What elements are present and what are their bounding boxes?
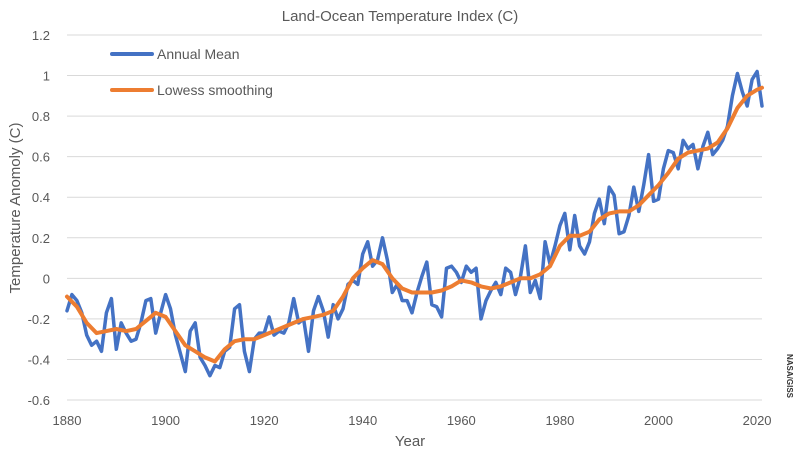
x-axis-title: Year — [395, 433, 425, 450]
x-tick-label: 2000 — [644, 413, 673, 428]
y-tick-label: 1.2 — [32, 28, 50, 43]
y-tick-label: 0.8 — [32, 109, 50, 124]
x-tick-labels: 1880 1900 1920 1940 1960 1980 2000 2020 — [53, 413, 772, 428]
y-tick-label: 0 — [43, 271, 50, 286]
x-tick-label: 1980 — [545, 413, 574, 428]
y-tick-label: 0.2 — [32, 231, 50, 246]
y-tick-label: 0.6 — [32, 150, 50, 165]
y-tick-label: -0.6 — [28, 393, 50, 408]
legend-label-annual-mean: Annual Mean — [157, 46, 240, 62]
x-tick-label: 2020 — [743, 413, 772, 428]
y-axis-title: Temperature Anomoly (C) — [7, 123, 24, 294]
x-tick-label: 1940 — [348, 413, 377, 428]
y-tick-label: -0.4 — [28, 352, 50, 367]
y-tick-label: 1 — [43, 69, 50, 84]
legend: Annual Mean Lowess smoothing — [110, 46, 273, 98]
y-tick-labels: -0.6 -0.4 -0.2 0 0.2 0.4 0.6 0.8 1 1.2 — [28, 28, 50, 408]
x-tick-label: 1960 — [447, 413, 476, 428]
y-tick-label: -0.2 — [28, 312, 50, 327]
series-line-lowess — [65, 85, 764, 364]
series-line-annual-mean — [65, 69, 764, 378]
legend-label-lowess: Lowess smoothing — [157, 82, 273, 98]
x-tick-label: 1920 — [250, 413, 279, 428]
x-tick-label: 1900 — [151, 413, 180, 428]
credit-label: NASA/GISS — [785, 354, 794, 399]
y-tick-label: 0.4 — [32, 190, 50, 205]
x-tick-label: 1880 — [53, 413, 82, 428]
chart-title: Land-Ocean Temperature Index (C) — [282, 8, 519, 25]
series-lines — [65, 69, 764, 378]
